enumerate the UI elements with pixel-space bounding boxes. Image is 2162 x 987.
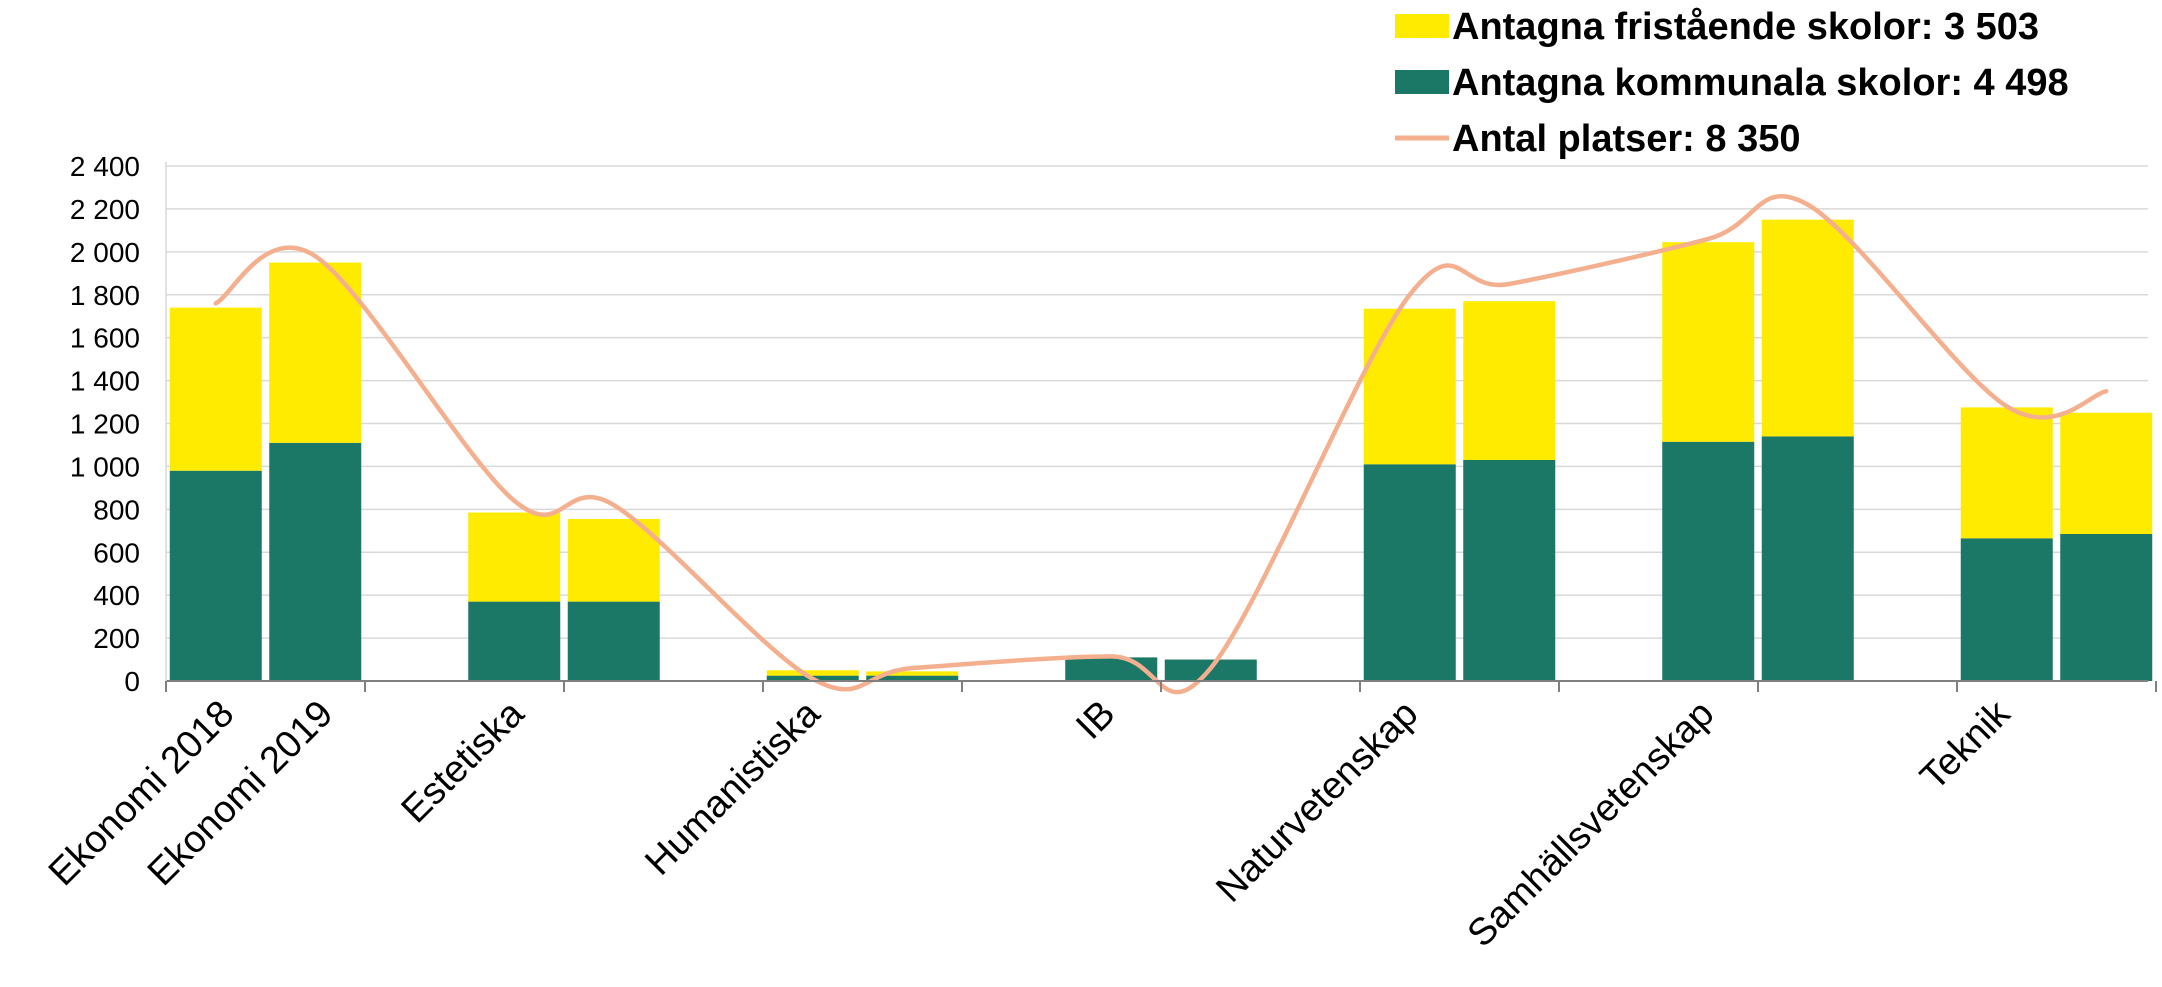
platser-line xyxy=(213,193,2109,695)
legend-label-fristaende: Antagna fristående skolor: 3 503 xyxy=(1452,6,2039,48)
bar-kommunala xyxy=(567,601,660,681)
y-tick-label: 2 000 xyxy=(70,237,140,268)
bar-fristaende xyxy=(468,512,561,602)
bar-kommunala xyxy=(1662,441,1755,681)
bar-fristaende xyxy=(766,670,859,676)
category-label: Samhällsvetenskap xyxy=(1460,693,1723,956)
bar-fristaende xyxy=(1363,308,1456,465)
legend-label-platser: Antal platser: 8 350 xyxy=(1452,118,1800,160)
bar-fristaende xyxy=(1960,407,2053,539)
y-tick-label: 400 xyxy=(93,580,140,611)
bar-fristaende xyxy=(866,671,959,676)
legend-label-kommunala: Antagna kommunala skolor: 4 498 xyxy=(1452,62,2069,104)
y-tick-label: 1 400 xyxy=(70,366,140,397)
category-label: Teknik xyxy=(1912,692,2019,799)
bar-kommunala xyxy=(1761,436,1854,681)
y-tick-label: 0 xyxy=(124,666,140,697)
bar-fristaende xyxy=(269,262,362,443)
category-label: Humanistiska xyxy=(637,692,829,884)
y-tick-label: 2 400 xyxy=(70,151,140,182)
legend: Antagna fristående skolor: 3 503 Antagna … xyxy=(1395,6,2069,160)
y-tick-label: 1 600 xyxy=(70,323,140,354)
platser-line-layer xyxy=(213,193,2109,695)
legend-swatch-kommunala xyxy=(1395,70,1449,94)
bars xyxy=(169,219,2153,681)
bar-fristaende xyxy=(1761,219,1854,437)
bar-fristaende xyxy=(567,518,660,602)
y-tick-label: 1 200 xyxy=(70,409,140,440)
bar-kommunala xyxy=(2060,534,2153,681)
bar-kommunala xyxy=(866,675,959,681)
category-label: IB xyxy=(1068,693,1123,748)
y-tick-label: 800 xyxy=(93,494,140,525)
legend-swatch-fristaende xyxy=(1395,14,1449,38)
bar-fristaende xyxy=(2060,412,2153,535)
bar-kommunala xyxy=(468,601,561,681)
y-tick-label: 2 200 xyxy=(70,194,140,225)
y-tick-label: 600 xyxy=(93,537,140,568)
bar-fristaende xyxy=(1463,301,1556,460)
bar-fristaende xyxy=(1662,242,1755,442)
bar-kommunala xyxy=(169,470,262,681)
bar-kommunala xyxy=(1960,538,2053,681)
category-label: Estetiska xyxy=(394,692,533,831)
bar-kommunala xyxy=(1363,464,1456,681)
bar-kommunala xyxy=(269,442,362,681)
category-label: Naturvetenskap xyxy=(1208,693,1426,911)
bar-fristaende xyxy=(169,307,262,471)
bar-kommunala xyxy=(1463,459,1556,681)
y-tick-label: 1 000 xyxy=(70,451,140,482)
y-axis: 0 200 400 600 800 1 000 1 200 1 400 1 600 1 800 2 … xyxy=(70,151,140,697)
y-tick-label: 1 800 xyxy=(70,280,140,311)
y-tick-label: 200 xyxy=(93,623,140,654)
